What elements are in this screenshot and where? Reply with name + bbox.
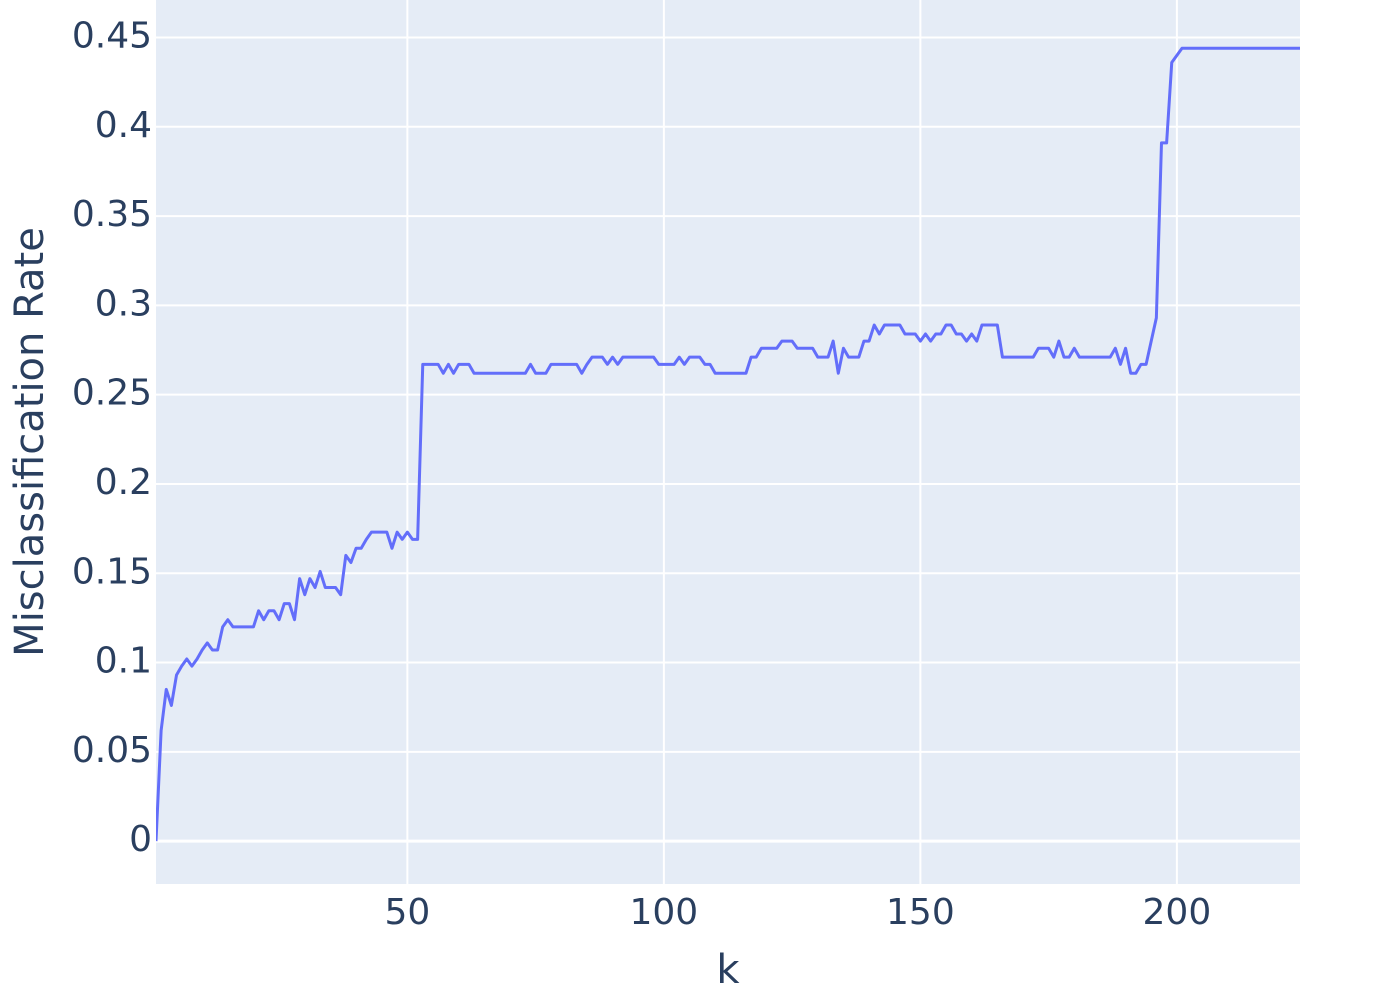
y-tick-label: 0.15 [72,551,152,592]
y-tick-label: 0.35 [72,194,152,235]
y-tick-label: 0.05 [72,730,152,771]
x-tick-label: 50 [384,892,430,933]
y-tick-label: 0.4 [95,105,152,146]
y-axis-title: Misclassification Rate [7,227,53,657]
data-line [156,46,1300,842]
x-tick-label: 150 [886,892,955,933]
plot-background [156,0,1300,884]
y-tick-label: 0.1 [95,641,152,682]
x-tick-label: 200 [1143,892,1212,933]
y-tick-label: 0 [129,819,152,860]
y-tick-label: 0.3 [95,283,152,324]
y-tick-label: 0.2 [95,462,152,503]
y-tick-label: 0.45 [72,16,152,57]
x-tick-label: 100 [630,892,699,933]
y-tick-label: 0.25 [72,373,152,414]
x-axis-title: k [716,947,740,993]
